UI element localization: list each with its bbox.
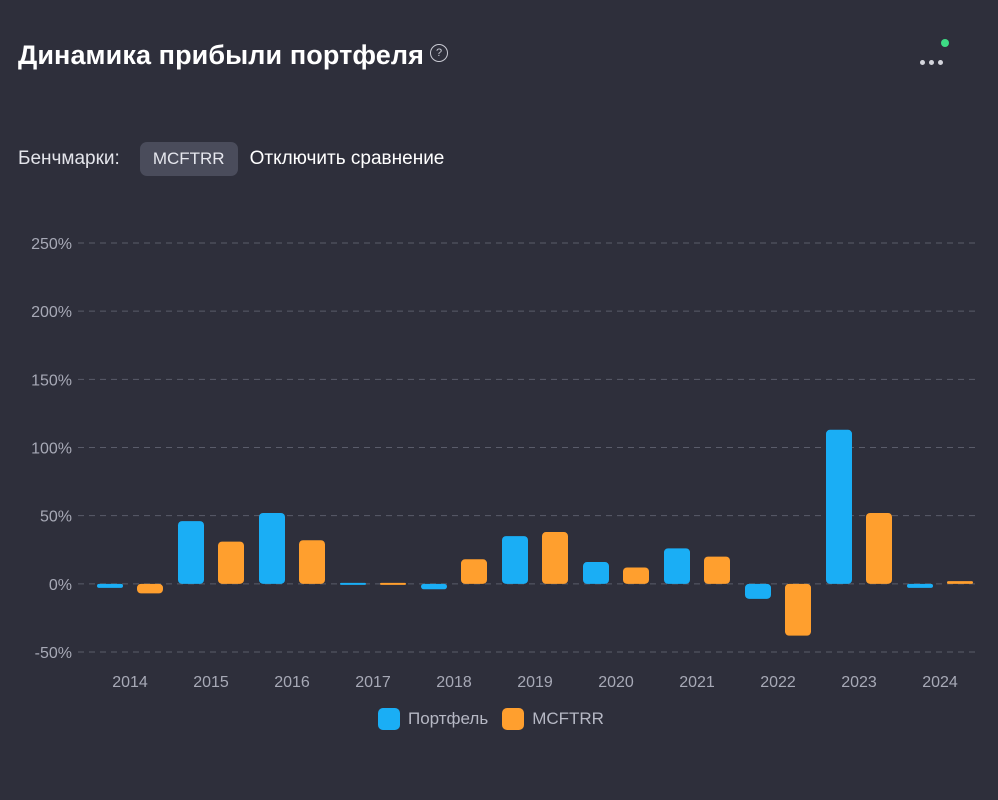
question-circle-icon[interactable]: ? — [430, 44, 448, 62]
more-dot-icon — [919, 59, 925, 65]
bar-benchmark[interactable] — [380, 582, 406, 585]
x-tick-label: 2023 — [841, 674, 877, 691]
bar-portfolio[interactable] — [178, 521, 204, 584]
y-tick-label: -50% — [35, 645, 72, 662]
bar-portfolio[interactable] — [826, 429, 852, 584]
bar-portfolio[interactable] — [97, 583, 123, 588]
page-title: Динамика прибыли портфеля — [18, 40, 424, 70]
more-dot-icon — [937, 59, 943, 65]
legend-label-benchmark: MCFTRR — [532, 709, 604, 728]
y-tick-label: 100% — [31, 441, 72, 458]
bar-benchmark[interactable] — [947, 581, 973, 584]
bar-portfolio[interactable] — [340, 582, 366, 585]
x-tick-label: 2016 — [274, 674, 310, 691]
legend-swatch-benchmark — [502, 708, 525, 730]
title-row: Динамика прибыли портфеля ? — [18, 40, 448, 71]
bar-portfolio[interactable] — [745, 583, 771, 599]
y-tick-label: 50% — [40, 509, 72, 526]
benchmark-row: Бенчмарки: MCFTRR Отключить сравнение — [18, 142, 444, 176]
legend-item-benchmark[interactable]: MCFTRR — [502, 708, 604, 730]
y-tick-label: 0% — [49, 577, 72, 594]
bar-benchmark[interactable] — [542, 532, 568, 584]
bar-portfolio[interactable] — [583, 562, 609, 584]
x-tick-label: 2017 — [355, 674, 391, 691]
x-tick-label: 2022 — [760, 674, 796, 691]
disable-comparison-button[interactable]: Отключить сравнение — [249, 148, 445, 169]
bar-portfolio[interactable] — [502, 536, 528, 584]
labels-layer: -50% 0% 50% 100% 150% 200% 250% 2014 2015 2016 201… — [31, 236, 958, 691]
legend-item-portfolio[interactable]: Портфель — [378, 708, 488, 730]
legend-label-portfolio: Портфель — [408, 709, 489, 728]
bars-layer — [97, 429, 973, 636]
x-tick-label: 2015 — [193, 674, 229, 691]
bar-benchmark[interactable] — [299, 540, 325, 584]
benchmark-chip[interactable]: MCFTRR — [139, 142, 238, 176]
bar-benchmark[interactable] — [623, 567, 649, 584]
bar-portfolio[interactable] — [259, 512, 285, 584]
legend-swatch-portfolio — [378, 708, 400, 730]
bar-benchmark[interactable] — [218, 541, 244, 584]
bar-benchmark[interactable] — [866, 512, 892, 584]
bar-chart: -50% 0% 50% 100% 150% 200% 250% 2014 2015 2016 201… — [31, 236, 978, 691]
chart-legend: Портфель MCFTRR — [378, 708, 618, 730]
x-tick-label: 2021 — [679, 674, 715, 691]
y-tick-label: 250% — [31, 236, 72, 253]
status-indicator-icon — [941, 39, 949, 47]
x-tick-label: 2020 — [598, 674, 634, 691]
bar-portfolio[interactable] — [664, 548, 690, 584]
y-tick-label: 200% — [31, 304, 72, 321]
bar-benchmark[interactable] — [461, 559, 487, 584]
bar-benchmark[interactable] — [704, 556, 730, 584]
x-tick-label: 2014 — [112, 674, 148, 691]
x-tick-label: 2018 — [436, 674, 472, 691]
y-tick-label: 150% — [31, 372, 72, 389]
benchmark-label: Бенчмарки: — [18, 148, 120, 169]
bar-benchmark[interactable] — [785, 583, 811, 636]
x-tick-label: 2019 — [517, 674, 553, 691]
bar-portfolio[interactable] — [421, 583, 447, 590]
more-dot-icon — [928, 59, 934, 65]
bar-benchmark[interactable] — [137, 583, 163, 594]
more-options-button[interactable] — [916, 52, 946, 72]
x-tick-label: 2024 — [922, 674, 958, 691]
bar-portfolio[interactable] — [907, 583, 933, 588]
